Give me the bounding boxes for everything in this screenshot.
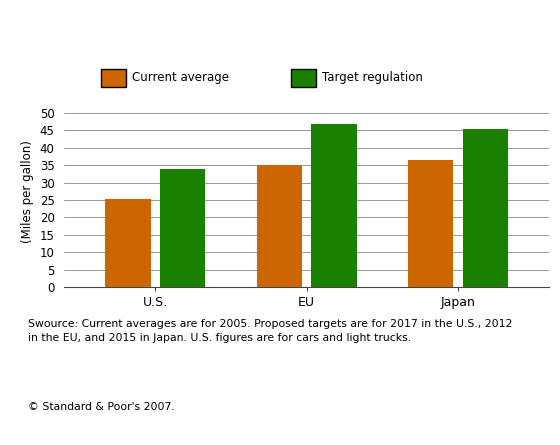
Bar (408, 160, 454, 287)
Bar (463, 129, 508, 287)
FancyBboxPatch shape (291, 69, 316, 87)
Bar (105, 199, 151, 287)
Text: Average Gasoline Efficiency And Regulatory Target Increases For Passenger Cars: Average Gasoline Efficiency And Regulato… (10, 17, 560, 30)
Bar (256, 165, 302, 287)
Bar (160, 169, 205, 287)
Text: In Major Auto Markets (Miles Per Gallon): In Major Auto Markets (Miles Per Gallon) (10, 42, 295, 55)
Text: Target regulation: Target regulation (322, 71, 423, 85)
Text: Swource: Current averages are for 2005. Proposed targets are for 2017 in the U.S: Swource: Current averages are for 2005. … (28, 319, 512, 343)
Y-axis label: (Miles per gallon): (Miles per gallon) (21, 140, 34, 243)
Bar (311, 124, 357, 287)
Text: Current average: Current average (132, 71, 228, 85)
FancyBboxPatch shape (101, 69, 126, 87)
Text: © Standard & Poor's 2007.: © Standard & Poor's 2007. (28, 402, 175, 412)
